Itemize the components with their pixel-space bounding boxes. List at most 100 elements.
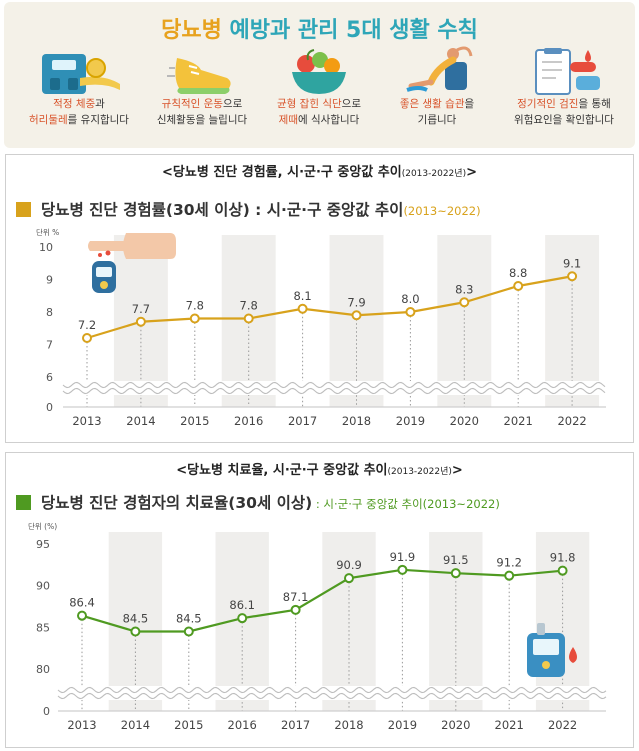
axis-break-wave [57, 692, 607, 700]
medical-checkup-icon [504, 46, 624, 96]
tip-checkup-rest1: 을 통해 [578, 98, 611, 110]
scale-tape-icon [19, 46, 139, 96]
data-point [297, 303, 308, 314]
x-tick-label: 2017 [281, 718, 310, 732]
data-point [504, 570, 515, 581]
unit-label: 단위 (%) [28, 521, 57, 531]
tip-habits: 좋은 생활 습관을 기릅니다 [377, 46, 497, 128]
data-label: 8.1 [293, 289, 311, 303]
data-label: 86.4 [69, 596, 95, 610]
tip-exercise-hl1: 규칙적인 운동 [161, 98, 223, 110]
data-point [243, 313, 254, 324]
y-tick-label: 85 [36, 621, 50, 634]
x-tick-label: 2016 [228, 718, 257, 732]
y-tick-label: 10 [39, 241, 53, 254]
data-label: 90.9 [336, 558, 362, 572]
data-label: 91.8 [550, 551, 576, 565]
data-point [459, 297, 470, 308]
data-point [513, 281, 524, 291]
data-label: 8.8 [509, 266, 527, 280]
data-point [405, 307, 416, 317]
data-point [237, 613, 248, 624]
data-label: 84.5 [123, 612, 149, 626]
tip-exercise: 규칙적인 운동으로 신체활동을 늘립니다 [142, 46, 262, 128]
exercise-person-icon [377, 46, 497, 96]
treatment-chart-title: 당뇨병 진단 경험자의 치료율(30세 이상) : 시·군·구 중앙값 추이(2… [16, 491, 500, 513]
data-point [189, 313, 200, 324]
tip-diet-rest2: 에 식사합니다 [298, 114, 360, 126]
diagnosis-subtitle: (2013~2022) [403, 204, 481, 218]
diagnosis-chart-panel: <당뇨병 진단 경험률, 시·군·구 중앙값 추이(2013-2022년)> 당… [5, 154, 634, 443]
pointing-hand-icon [86, 231, 178, 307]
data-point [290, 604, 301, 615]
tip-checkup: 정기적인 검진을 통해 위험요인을 확인합니다 [504, 46, 624, 128]
y-tick-label: 95 [36, 538, 50, 551]
y-tick-label: 6 [46, 371, 53, 384]
data-point [567, 271, 578, 282]
tip-diet: 균형 잡힌 식단으로 제때에 식사합니다 [259, 46, 379, 128]
data-point [82, 333, 92, 343]
x-tick-label: 2016 [234, 414, 263, 428]
data-point [351, 310, 362, 321]
series-line [86, 275, 573, 340]
data-label: 91.9 [390, 550, 416, 564]
data-label: 8.0 [401, 292, 419, 306]
tip-checkup-rest2: 위험요인을 확인합니다 [514, 114, 614, 126]
data-label: 8.3 [455, 282, 473, 296]
tip-habits-rest2: 기릅니다 [417, 114, 457, 126]
x-tick-label: 2021 [495, 718, 524, 732]
data-point [344, 573, 354, 584]
tip-weight-rest2: 를 유지합니다 [67, 114, 129, 126]
data-point [183, 626, 194, 637]
axis-break-wave [57, 686, 607, 694]
tip-weight: 적정 체중과 허리둘레를 유지합니다 [19, 46, 139, 128]
y-tick-label: 9 [46, 274, 53, 287]
tip-weight-hl1: 적정 체중 [53, 98, 96, 110]
axis-break-wave [62, 387, 606, 395]
data-label: 87.1 [283, 590, 309, 604]
y-tick-label: 0 [43, 705, 50, 718]
data-label: 7.8 [240, 299, 258, 313]
x-tick-label: 2018 [342, 414, 371, 428]
y-tick-label: 0 [46, 401, 53, 414]
x-tick-label: 2017 [288, 414, 317, 428]
x-tick-label: 2020 [450, 414, 479, 428]
treatment-line-chart: 단위 (%) 95 90 85 80 0 86.4 84.5 84.5 86.1 87.1 90.9 9… [28, 521, 607, 732]
y-tick-label: 7 [46, 339, 53, 352]
x-tick-label: 2021 [504, 414, 533, 428]
y-tick-label: 80 [36, 663, 50, 676]
y-tick-label: 90 [36, 580, 50, 593]
diagnosis-panel-title: <당뇨병 진단 경험률, 시·군·구 중앙값 추이(2013-2022년)> [162, 165, 477, 180]
treatment-subtitle: : 시·군·구 중앙값 추이(2013~2022) [312, 497, 500, 511]
data-label: 7.7 [132, 302, 150, 316]
treatment-title-text: 당뇨병 진단 경험자의 치료율(30세 이상) [41, 494, 313, 512]
data-point [557, 565, 568, 576]
tip-checkup-hl1: 정기적인 검진 [517, 98, 579, 110]
legend-swatch-green [16, 495, 31, 510]
x-tick-label: 2018 [334, 718, 363, 732]
tip-habits-hl1: 좋은 생활 습관 [399, 98, 465, 110]
treatment-panel-title: <당뇨병 치료율, 시·군·구 중앙값 추이(2013-2022년)> [176, 463, 463, 478]
x-tick-label: 2014 [121, 718, 150, 732]
x-tick-label: 2022 [548, 718, 577, 732]
data-label: 7.8 [186, 299, 204, 313]
x-tick-label: 2022 [557, 414, 586, 428]
legend-swatch-gold [16, 202, 31, 217]
column-band [322, 532, 376, 711]
y-tick-label: 8 [46, 306, 53, 319]
tip-exercise-rest1: 으로 [222, 98, 243, 110]
data-label: 91.5 [443, 553, 469, 567]
x-tick-label: 2014 [126, 414, 155, 428]
data-label: 91.2 [496, 556, 522, 570]
data-label: 9.1 [563, 256, 581, 270]
data-label: 86.1 [229, 598, 255, 612]
data-point [450, 568, 461, 579]
data-point [130, 626, 141, 637]
series-line [81, 568, 563, 633]
diagnosis-chart-title: 당뇨병 진단 경험률(30세 이상) : 시·군·구 중앙값 추이(2013~2… [16, 198, 481, 220]
x-tick-label: 2020 [441, 718, 470, 732]
x-tick-label: 2019 [388, 718, 417, 732]
tip-diet-hl2: 제때 [278, 114, 298, 126]
x-tick-label: 2013 [72, 414, 101, 428]
banner-title: 당뇨병 예방과 관리 5대 생활 수칙 [4, 12, 635, 44]
